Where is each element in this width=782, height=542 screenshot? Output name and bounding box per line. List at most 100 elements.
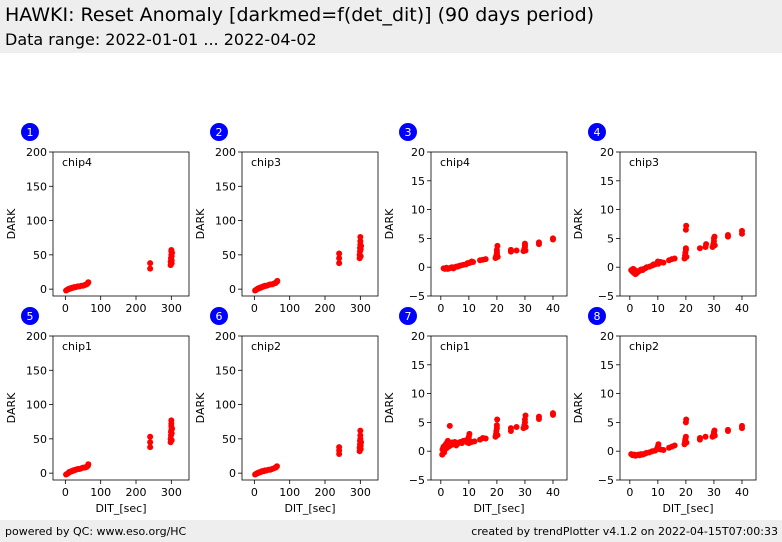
data-point <box>507 246 514 253</box>
x-tick-label: 0 <box>437 486 444 499</box>
chart-panel-3: 3 −5 0 5 10 15 20 0 10 20 30 40 DARK chip4 <box>383 123 568 315</box>
data-point <box>671 255 678 262</box>
data-point <box>711 432 718 439</box>
x-tick-label: 20 <box>490 486 504 499</box>
panel-badge-number: 6 <box>216 310 223 323</box>
y-tick-label: −5 <box>409 290 425 303</box>
x-tick-label: 40 <box>546 486 560 499</box>
footer-generator: created by trendPlotter v4.1.2 on 2022-0… <box>471 525 778 538</box>
data-point <box>535 239 542 246</box>
data-point <box>522 412 529 419</box>
y-axis-label: DARK <box>5 208 18 239</box>
x-tick-label: 30 <box>518 486 532 499</box>
panel-badge <box>588 307 606 325</box>
y-tick-label: 0 <box>418 261 425 274</box>
y-tick-label: 150 <box>26 364 47 377</box>
y-tick-label: 0 <box>607 445 614 458</box>
data-point <box>549 410 556 417</box>
data-point <box>696 245 703 252</box>
data-point <box>358 439 365 446</box>
y-axis-label: DARK <box>194 208 207 239</box>
x-tick-label: 100 <box>279 302 300 315</box>
data-point <box>507 425 514 432</box>
data-point <box>521 240 528 247</box>
x-tick-label: 100 <box>90 302 111 315</box>
x-tick-label: 20 <box>490 302 504 315</box>
panel-badge <box>399 123 417 141</box>
y-tick-label: 150 <box>215 180 236 193</box>
panel-chip-label: chip3 <box>251 156 281 169</box>
y-tick-label: 200 <box>26 146 47 159</box>
series-points <box>628 416 745 459</box>
data-point <box>482 435 489 442</box>
x-axis-label: DIT_[sec] <box>662 502 713 515</box>
x-tick-label: 0 <box>626 302 633 315</box>
y-tick-label: 5 <box>418 232 425 245</box>
y-tick-label: 100 <box>26 215 47 228</box>
panel-badge-number: 2 <box>216 126 223 139</box>
data-point <box>357 432 364 439</box>
data-point <box>660 259 667 266</box>
chart-panel-2: 2 0 50 100 150 200 0 100 200 300 DARK chip3 <box>194 123 379 315</box>
data-point <box>724 231 731 238</box>
data-point <box>336 250 343 257</box>
y-tick-label: 20 <box>600 146 614 159</box>
data-point <box>535 413 542 420</box>
x-tick-label: 300 <box>350 302 371 315</box>
y-axis-label: DARK <box>572 392 585 423</box>
y-axis-label: DARK <box>572 208 585 239</box>
x-tick-label: 40 <box>546 302 560 315</box>
panel-chip-label: chip2 <box>629 340 659 353</box>
x-tick-label: 0 <box>62 302 69 315</box>
x-tick-label: 20 <box>679 302 693 315</box>
x-tick-label: 30 <box>707 486 721 499</box>
data-point <box>711 242 718 249</box>
y-tick-label: 10 <box>600 204 614 217</box>
data-point <box>683 439 690 446</box>
data-point <box>738 227 745 234</box>
y-axis-label: DARK <box>383 392 396 423</box>
data-point <box>522 247 529 254</box>
data-point <box>147 439 154 446</box>
data-point <box>147 444 154 451</box>
data-point <box>147 265 154 272</box>
data-point <box>549 235 556 242</box>
data-point <box>85 461 92 468</box>
plot-frame <box>241 335 379 481</box>
x-tick-label: 200 <box>315 486 336 499</box>
y-tick-label: 0 <box>229 467 236 480</box>
data-point <box>682 433 689 440</box>
x-tick-label: 100 <box>90 486 111 499</box>
panel-badge <box>21 123 39 141</box>
data-point <box>147 433 154 440</box>
y-tick-label: 15 <box>600 359 614 372</box>
y-tick-label: 0 <box>418 445 425 458</box>
series-points <box>63 417 176 478</box>
y-tick-label: 100 <box>26 399 47 412</box>
panel-badge-number: 8 <box>594 310 601 323</box>
series-points <box>628 222 745 278</box>
data-point <box>494 416 501 423</box>
data-point <box>471 438 478 445</box>
data-point <box>85 279 92 286</box>
x-tick-label: 10 <box>462 486 476 499</box>
data-point <box>169 425 176 432</box>
data-point <box>724 426 731 433</box>
y-tick-label: 20 <box>600 330 614 343</box>
panel-chip-label: chip4 <box>62 156 92 169</box>
y-tick-label: 50 <box>33 249 47 262</box>
x-tick-label: 30 <box>518 302 532 315</box>
y-tick-label: 200 <box>26 330 47 343</box>
panel-badge-number: 1 <box>27 126 34 139</box>
x-tick-label: 0 <box>437 302 444 315</box>
panel-badge-number: 7 <box>405 310 412 323</box>
data-point <box>494 242 501 249</box>
data-point <box>711 233 718 240</box>
y-tick-label: 10 <box>411 204 425 217</box>
data-point <box>683 222 690 229</box>
y-tick-label: 200 <box>215 146 236 159</box>
data-point <box>671 442 678 449</box>
x-tick-label: 300 <box>161 302 182 315</box>
chart-panel-8: 8 −5 0 5 10 15 20 0 10 20 30 40 DARK DIT_[sec] chip2 <box>572 307 757 515</box>
data-point <box>522 424 529 431</box>
